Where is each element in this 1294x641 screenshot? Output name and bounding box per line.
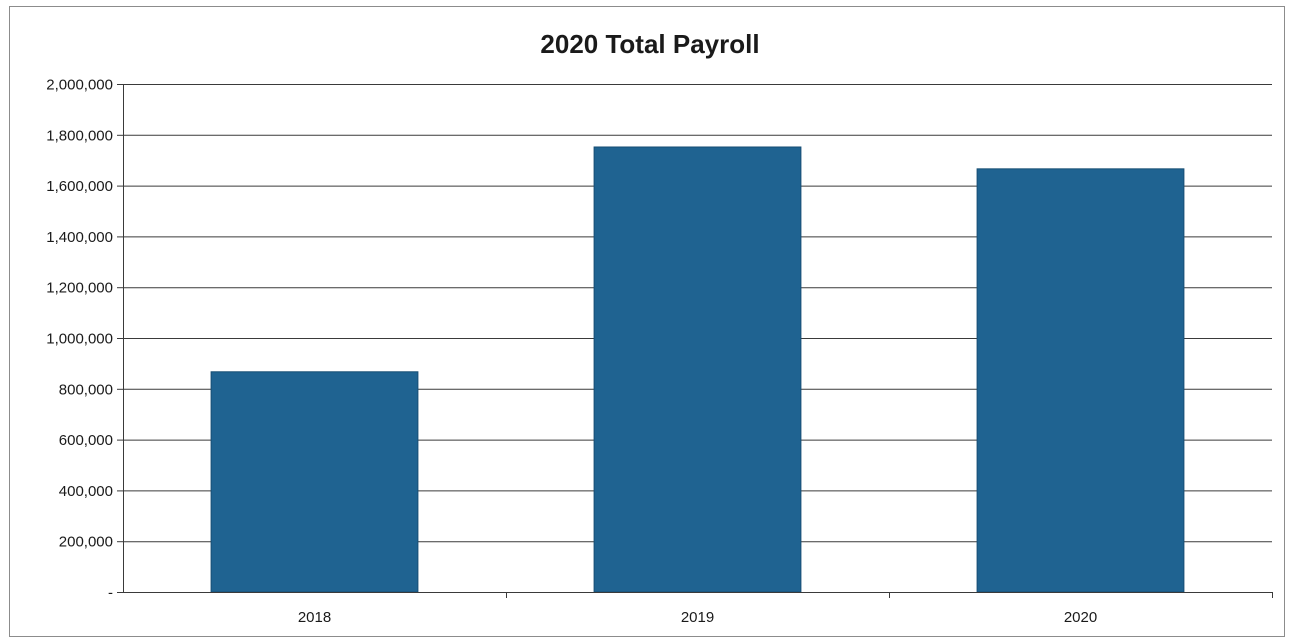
- x-tick-label: 2019: [681, 609, 714, 626]
- y-tick-label: 1,600,000: [46, 178, 113, 195]
- y-tick-label: 1,200,000: [46, 280, 113, 297]
- x-tick-label: 2018: [298, 609, 331, 626]
- y-axis-ticks: - 200,000 400,000 600,000 800,000 1,000,000 1,…: [46, 77, 113, 602]
- y-tick-label: -: [108, 585, 113, 602]
- y-tick-label: 1,400,000: [46, 229, 113, 246]
- axes: [117, 84, 1273, 598]
- x-axis-ticks: 2018 2019 2020: [298, 609, 1097, 626]
- y-tick-label: 800,000: [59, 381, 113, 398]
- y-tick-label: 1,000,000: [46, 331, 113, 348]
- y-tick-label: 600,000: [59, 432, 113, 449]
- y-tick-label: 1,800,000: [46, 127, 113, 144]
- chart-title: 2020 Total Payroll: [540, 29, 759, 59]
- bar-2018: [210, 371, 419, 593]
- x-tick-label: 2020: [1064, 609, 1097, 626]
- y-tick-label: 200,000: [59, 534, 113, 551]
- y-tick-label: 2,000,000: [46, 77, 113, 94]
- bars: [210, 146, 1185, 593]
- bar-2019: [593, 146, 802, 593]
- y-tick-label: 400,000: [59, 483, 113, 500]
- bar-2020: [976, 168, 1185, 593]
